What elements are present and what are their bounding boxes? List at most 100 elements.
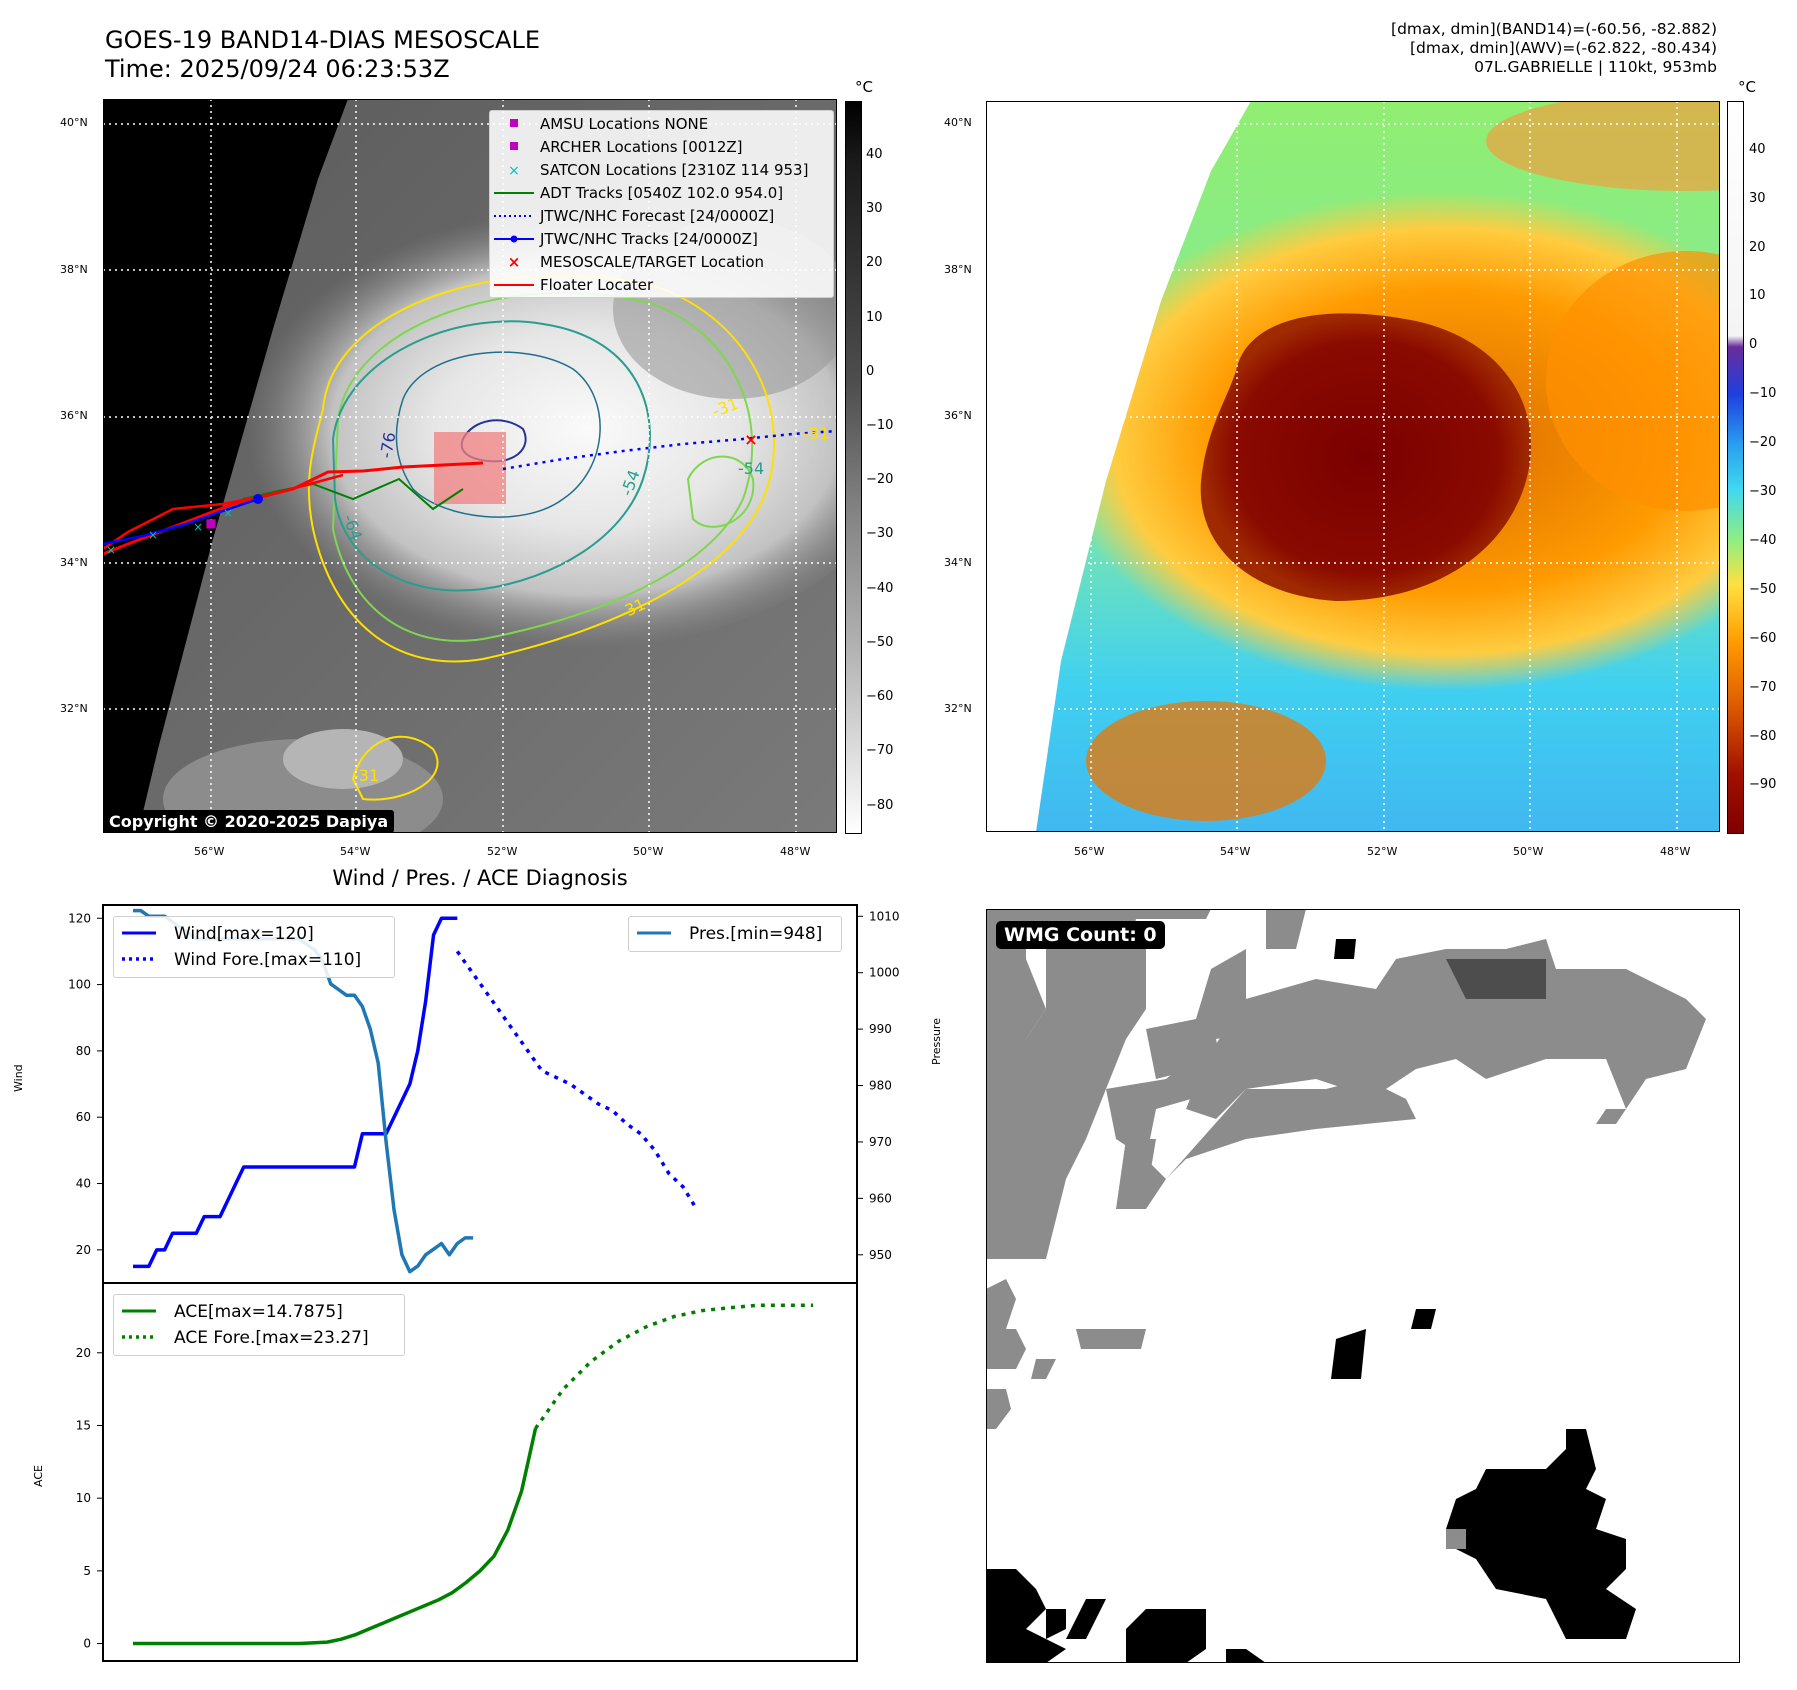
colorbar-left [845, 101, 862, 834]
svg-text:×: × [508, 253, 521, 271]
wind-ytick-label-120: 120 [68, 911, 91, 925]
legend-wind: Wind[max=120] [114, 923, 394, 944]
stats-awv: [dmax, dmin](AWV)=(-62.822, -80.434) [1410, 39, 1717, 57]
title-line-1: GOES-19 BAND14-DIAS MESOSCALE [105, 26, 541, 54]
cb-left-tick-m10: −10 [866, 418, 894, 433]
lon-label-50-right: 50°W [1513, 845, 1544, 858]
legend-item-forecast: JTWC/NHC Forecast [24/0000Z] [490, 206, 833, 226]
cb-right-tick-m10: −10 [1749, 386, 1777, 401]
lon-label-52-left: 52°W [487, 845, 518, 858]
cb-left-tick-m70: −70 [866, 743, 894, 758]
mesoscale-target-box [434, 432, 506, 504]
contour-label-31c: -31 [353, 766, 379, 785]
cb-right-tick-m80: −80 [1749, 729, 1777, 744]
cb-right-tick-m50: −50 [1749, 582, 1777, 597]
blue-line-icon [122, 931, 156, 935]
legend-item-satcon: × SATCON Locations [2310Z 114 953] [490, 160, 833, 180]
pres-ytick-label-970: 970 [869, 1135, 892, 1149]
contour-label-31d: -31 [803, 424, 829, 443]
map-legend: AMSU Locations NONE ARCHER Locations [00… [489, 110, 834, 298]
lat-label-38-right: 38°N [944, 263, 972, 276]
lon-label-48-right: 48°W [1660, 845, 1691, 858]
cb-left-tick-m40: −40 [866, 581, 894, 596]
diagnosis-title: Wind / Pres. / ACE Diagnosis [332, 866, 628, 890]
lon-label-56-right: 56°W [1074, 845, 1105, 858]
ace-plot-frame [102, 1282, 858, 1662]
cb-left-tick-20: 20 [866, 255, 883, 270]
lat-label-40-right: 40°N [944, 116, 972, 129]
target-marker: × [744, 430, 757, 449]
pres-ytick-label-990: 990 [869, 1022, 892, 1036]
svg-text:×: × [106, 543, 116, 557]
cb-left-tick-m60: −60 [866, 689, 894, 704]
lat-label-36-left: 36°N [60, 409, 88, 422]
title-line-2: Time: 2025/09/24 06:23:53Z [105, 55, 450, 83]
legend-item-jtwc-tracks: JTWC/NHC Tracks [24/0000Z] [490, 229, 833, 249]
cb-left-tick-m80: −80 [866, 798, 894, 813]
cb-right-tick-m20: −20 [1749, 435, 1777, 450]
cb-right-tick-m40: −40 [1749, 533, 1777, 548]
floater-locator-track-2 [103, 473, 344, 551]
svg-text:×: × [508, 163, 520, 179]
wind-axis-label: Wind [12, 1064, 25, 1092]
series-wind-forecast-line [455, 950, 699, 1211]
jtwc-track [103, 497, 259, 546]
ace-ytick-label-5: 5 [83, 1564, 91, 1578]
cb-right-tick-m70: −70 [1749, 680, 1777, 695]
lon-label-48-left: 48°W [780, 845, 811, 858]
pressure-axis-label: Pressure [930, 1018, 943, 1065]
colorbar-left-unit: °C [855, 78, 873, 96]
pres-ytick-label-960: 960 [869, 1191, 892, 1205]
legend-item-floater: Floater Locater [490, 275, 833, 295]
awv-map [986, 101, 1720, 832]
cb-left-tick-m20: −20 [866, 472, 894, 487]
green-line-icon [494, 192, 534, 194]
cb-left-tick-m30: −30 [866, 526, 894, 541]
cb-right-tick-10: 10 [1749, 288, 1766, 303]
colorbar-right [1727, 101, 1744, 834]
awv-gridlines [986, 101, 1720, 832]
ace-ytick-label-15: 15 [76, 1418, 91, 1432]
svg-text:×: × [193, 520, 203, 534]
cyan-x-icon: × [508, 163, 520, 179]
cb-right-tick-40: 40 [1749, 142, 1766, 157]
red-line-icon [494, 284, 534, 286]
pres-ytick-label-950: 950 [869, 1248, 892, 1262]
ace-ytick-label-20: 20 [76, 1346, 91, 1360]
legend-item-adt: ADT Tracks [0540Z 102.0 954.0] [490, 183, 833, 203]
wind-ytick-label-100: 100 [68, 978, 91, 992]
adt-track [242, 477, 464, 511]
lon-label-56-left: 56°W [194, 845, 225, 858]
pres-ytick-label-1000: 1000 [869, 966, 900, 980]
legend-wind-forecast: Wind Fore.[max=110] [114, 949, 394, 970]
pressure-legend: Pres.[min=948] [628, 916, 842, 952]
wind-ytick-label-20: 20 [76, 1243, 91, 1257]
stats-band14: [dmax, dmin](BAND14)=(-60.56, -82.882) [1391, 20, 1717, 38]
ace-legend: ACE[max=14.7875] ACE Fore.[max=23.27] [113, 1294, 405, 1356]
lat-label-36-right: 36°N [944, 409, 972, 422]
lon-label-50-left: 50°W [633, 845, 664, 858]
series-ace-forecast-line [534, 1303, 814, 1430]
contour-label-54b: -54 [738, 459, 764, 478]
legend-ace-forecast: ACE Fore.[max=23.27] [114, 1327, 404, 1348]
intensity-stats: [dmax, dmin](BAND14)=(-60.56, -82.882) [… [1157, 20, 1717, 77]
cb-right-tick-20: 20 [1749, 240, 1766, 255]
red-x-icon: × [508, 253, 521, 271]
ace-ytick-label-10: 10 [76, 1491, 91, 1505]
svg-text:×: × [223, 506, 233, 520]
wind-pressure-chart: 20 40 60 80 100 120 950 960 970 980 990 1000 1010 [68, 904, 900, 1284]
lat-label-34-left: 34°N [60, 556, 88, 569]
cb-right-tick-30: 30 [1749, 191, 1766, 206]
ace-chart: 0 5 10 15 20 [76, 1282, 858, 1662]
contour-label-76: -76 [376, 431, 399, 460]
lat-label-38-left: 38°N [60, 263, 88, 276]
legend-item-archer: ARCHER Locations [0012Z] [490, 137, 833, 157]
cb-left-tick-10: 10 [866, 310, 883, 325]
cb-left-tick-0: 0 [866, 364, 875, 379]
lon-label-54-right: 54°W [1220, 845, 1251, 858]
wmg-gray-cells [986, 909, 1706, 1429]
lat-label-34-right: 34°N [944, 556, 972, 569]
lon-label-52-right: 52°W [1367, 845, 1398, 858]
svg-text:×: × [148, 528, 158, 542]
wmg-dark-cells [1446, 959, 1546, 999]
